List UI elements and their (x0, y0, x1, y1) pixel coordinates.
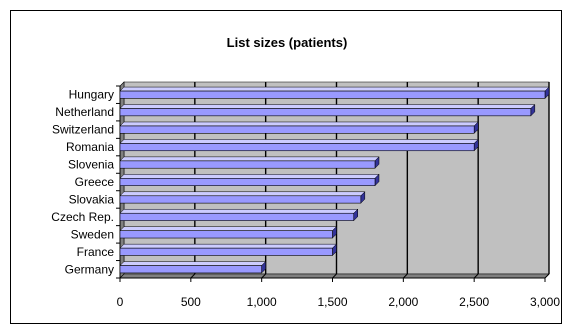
y-tick-label-10: Germany (65, 262, 114, 276)
bar-6 (119, 195, 362, 204)
y-tick-label-8: Sweden (71, 227, 114, 241)
bar-2 (119, 125, 475, 134)
y-tick-label-0: Hungary (69, 88, 114, 102)
bar-8 (119, 230, 333, 239)
gridline-floor-5 (473, 273, 479, 279)
bar-top-8 (119, 226, 338, 231)
y-tick-label-6: Slovakia (69, 192, 115, 206)
y-tick-label-2: Switzerland (52, 123, 114, 137)
bar-3 (119, 143, 475, 152)
bar-top-10 (119, 261, 267, 266)
bar-top-6 (119, 191, 366, 197)
gridline-floor-2 (261, 273, 267, 279)
bar-top-0 (119, 86, 550, 92)
gridline-floor-4 (402, 273, 408, 279)
chart-title: List sizes (patients) (226, 35, 348, 50)
bar-4 (119, 160, 376, 169)
y-tick-label-4: Slovenia (68, 158, 114, 172)
x-tick-label-2: 1,000 (247, 295, 277, 309)
bar-top-7 (119, 208, 359, 214)
y-tick-label-3: Romania (66, 140, 114, 154)
gridline-floor-3 (332, 273, 337, 279)
bar-top-4 (119, 156, 380, 162)
x-tick-label-4: 2,000 (388, 295, 418, 309)
bar-top-9 (119, 243, 338, 249)
gridline-floor-1 (190, 273, 196, 279)
bar-0 (119, 90, 546, 99)
x-tick-label-5: 2,500 (459, 295, 489, 309)
x-tick-label-0: 0 (117, 295, 124, 309)
y-tick-label-1: Netherland (55, 105, 114, 119)
bar-5 (119, 178, 376, 186)
bar-9 (119, 247, 333, 256)
x-tick-label-1: 500 (181, 295, 201, 309)
x-tick-label-3: 1,500 (317, 295, 347, 309)
gridline-floor-6 (544, 273, 550, 279)
bar-1 (119, 108, 532, 117)
x-tick-label-6: 3,000 (530, 295, 560, 309)
bar-top-2 (119, 121, 479, 127)
y-tick-label-7: Czech Rep. (51, 210, 114, 224)
bar-top-1 (119, 104, 536, 109)
bar-7 (119, 212, 355, 221)
y-tick-label-5: Greece (75, 175, 115, 189)
bar-top-5 (119, 174, 380, 179)
bar-top-3 (119, 139, 479, 144)
y-tick-label-9: France (77, 245, 115, 259)
bar-10 (119, 265, 262, 274)
